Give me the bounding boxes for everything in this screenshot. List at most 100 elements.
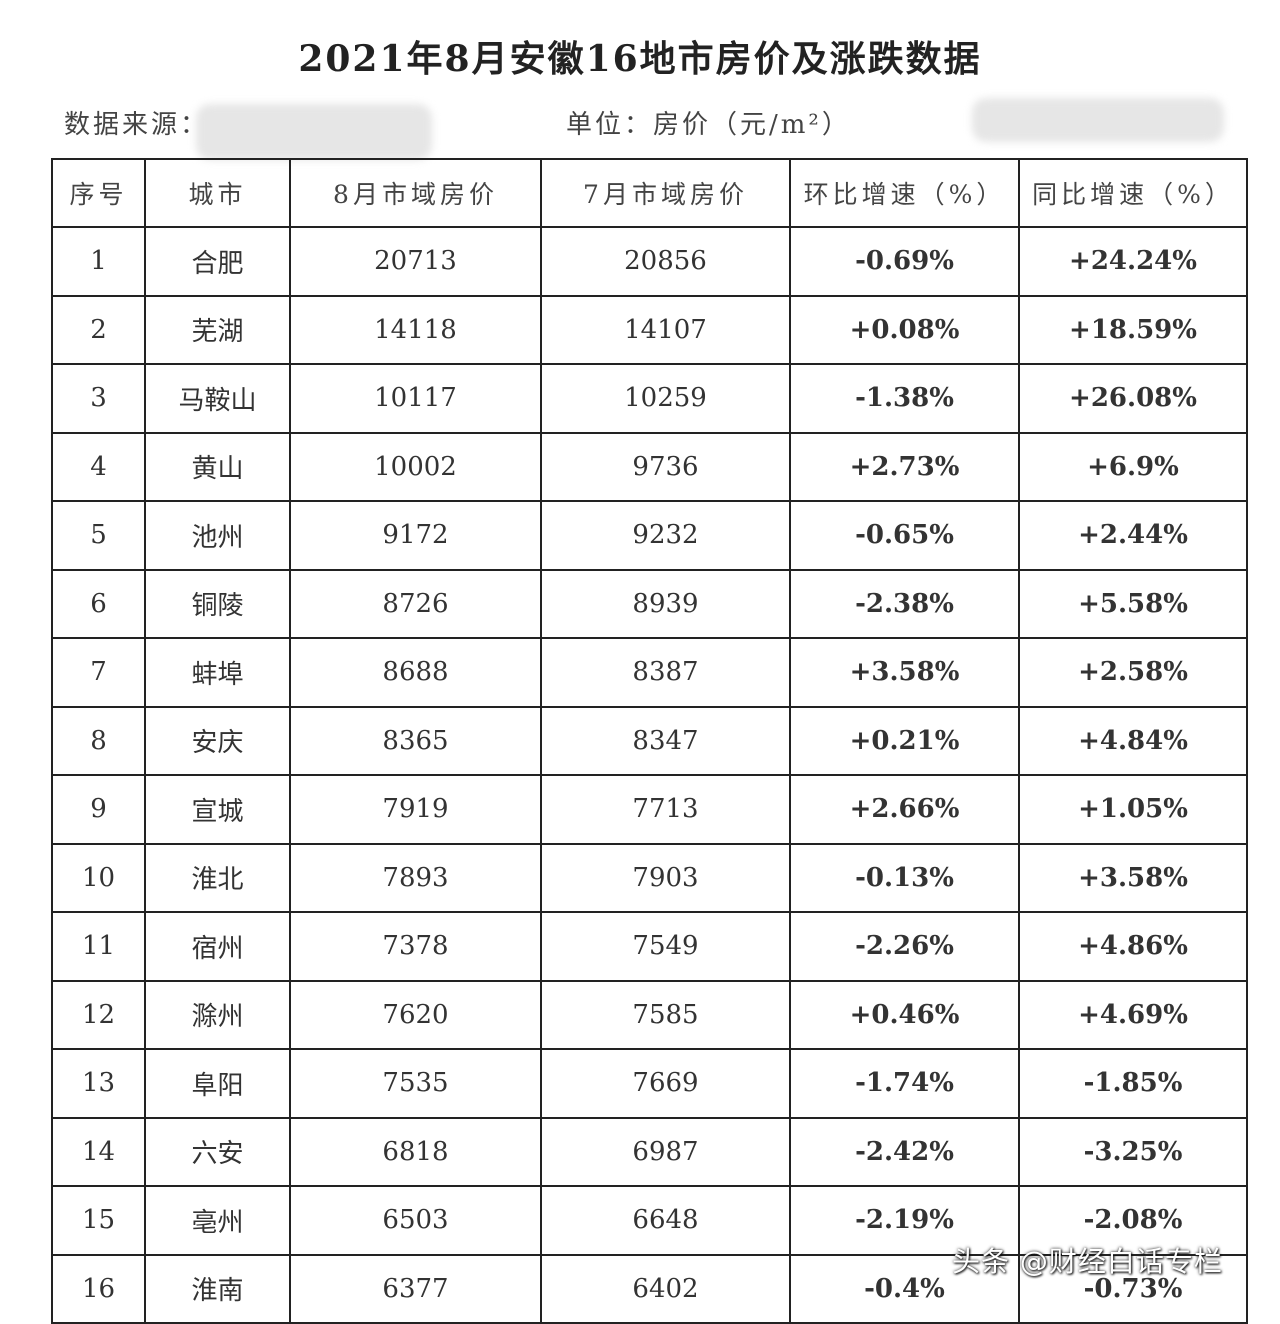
cell-yoy: -2.08% xyxy=(1018,1185,1248,1256)
cell-jul-price: 6648 xyxy=(540,1185,791,1256)
cell-mom: -2.19% xyxy=(789,1185,1020,1256)
cell-no: 8 xyxy=(51,705,146,776)
cell-jul-price: 8347 xyxy=(540,705,791,776)
cell-jul-price: 7903 xyxy=(540,842,791,913)
price-table: 序号 城市 8月市域房价 7月市域房价 环比增速（%） 同比增速（%） 1 合肥 2… xyxy=(51,158,1248,1324)
cell-aug-price: 6818 xyxy=(289,1116,542,1187)
header-no: 序号 xyxy=(51,158,146,228)
cell-city: 宣城 xyxy=(144,774,291,845)
cell-city: 亳州 xyxy=(144,1185,291,1256)
table-row: 8 安庆 8365 8347 +0.21% +4.84% xyxy=(51,705,1248,776)
cell-yoy: +2.44% xyxy=(1018,500,1248,571)
cell-aug-price: 10117 xyxy=(289,363,542,434)
table-row: 6 铜陵 8726 8939 -2.38% +5.58% xyxy=(51,568,1248,639)
table-row: 9 宣城 7919 7713 +2.66% +1.05% xyxy=(51,774,1248,845)
table-row: 15 亳州 6503 6648 -2.19% -2.08% xyxy=(51,1185,1248,1256)
cell-no: 13 xyxy=(51,1048,146,1119)
cell-yoy: +2.58% xyxy=(1018,637,1248,708)
header-city: 城市 xyxy=(144,158,291,228)
cell-yoy: +18.59% xyxy=(1018,294,1248,365)
cell-yoy: -1.85% xyxy=(1018,1048,1248,1119)
redacted-source xyxy=(196,104,432,160)
cell-city: 安庆 xyxy=(144,705,291,776)
cell-yoy: +4.69% xyxy=(1018,979,1248,1050)
cell-mom: +0.21% xyxy=(789,705,1020,776)
cell-aug-price: 8688 xyxy=(289,637,542,708)
cell-city: 宿州 xyxy=(144,911,291,982)
table-row: 10 淮北 7893 7903 -0.13% +3.58% xyxy=(51,842,1248,913)
cell-jul-price: 8387 xyxy=(540,637,791,708)
cell-mom: +0.08% xyxy=(789,294,1020,365)
table-row: 5 池州 9172 9232 -0.65% +2.44% xyxy=(51,500,1248,571)
cell-aug-price: 7620 xyxy=(289,979,542,1050)
cell-jul-price: 10259 xyxy=(540,363,791,434)
header-jul-price: 7月市域房价 xyxy=(540,158,791,228)
cell-yoy: +4.86% xyxy=(1018,911,1248,982)
cell-no: 15 xyxy=(51,1185,146,1256)
cell-city: 合肥 xyxy=(144,226,291,297)
cell-mom: +2.66% xyxy=(789,774,1020,845)
table-row: 1 合肥 20713 20856 -0.69% +24.24% xyxy=(51,226,1248,297)
redacted-info xyxy=(972,98,1224,142)
cell-no: 3 xyxy=(51,363,146,434)
cell-jul-price: 7585 xyxy=(540,979,791,1050)
cell-aug-price: 20713 xyxy=(289,226,542,297)
table-row: 3 马鞍山 10117 10259 -1.38% +26.08% xyxy=(51,363,1248,434)
cell-mom: -2.26% xyxy=(789,911,1020,982)
table-row: 2 芜湖 14118 14107 +0.08% +18.59% xyxy=(51,294,1248,365)
cell-city: 蚌埠 xyxy=(144,637,291,708)
cell-jul-price: 7713 xyxy=(540,774,791,845)
cell-jul-price: 6402 xyxy=(540,1253,791,1324)
cell-city: 池州 xyxy=(144,500,291,571)
cell-aug-price: 8365 xyxy=(289,705,542,776)
table-row: 12 滁州 7620 7585 +0.46% +4.69% xyxy=(51,979,1248,1050)
cell-no: 16 xyxy=(51,1253,146,1324)
cell-no: 4 xyxy=(51,431,146,502)
cell-city: 淮南 xyxy=(144,1253,291,1324)
cell-city: 阜阳 xyxy=(144,1048,291,1119)
cell-city: 淮北 xyxy=(144,842,291,913)
cell-no: 14 xyxy=(51,1116,146,1187)
cell-aug-price: 8726 xyxy=(289,568,542,639)
cell-city: 黄山 xyxy=(144,431,291,502)
cell-yoy: +6.9% xyxy=(1018,431,1248,502)
cell-jul-price: 7549 xyxy=(540,911,791,982)
header-mom: 环比增速（%） xyxy=(789,158,1020,228)
cell-jul-price: 8939 xyxy=(540,568,791,639)
table-row: 11 宿州 7378 7549 -2.26% +4.86% xyxy=(51,911,1248,982)
cell-city: 六安 xyxy=(144,1116,291,1187)
cell-yoy: +1.05% xyxy=(1018,774,1248,845)
table-header-row: 序号 城市 8月市域房价 7月市域房价 环比增速（%） 同比增速（%） xyxy=(51,158,1248,228)
cell-aug-price: 7919 xyxy=(289,774,542,845)
cell-aug-price: 10002 xyxy=(289,431,542,502)
cell-mom: -0.69% xyxy=(789,226,1020,297)
cell-yoy: +4.84% xyxy=(1018,705,1248,776)
table-row: 7 蚌埠 8688 8387 +3.58% +2.58% xyxy=(51,637,1248,708)
cell-aug-price: 9172 xyxy=(289,500,542,571)
cell-yoy: +24.24% xyxy=(1018,226,1248,297)
cell-no: 9 xyxy=(51,774,146,845)
header-yoy: 同比增速（%） xyxy=(1018,158,1248,228)
cell-jul-price: 6987 xyxy=(540,1116,791,1187)
cell-no: 11 xyxy=(51,911,146,982)
unit-label: 单位：房价（元/m²） xyxy=(566,110,851,140)
cell-aug-price: 7378 xyxy=(289,911,542,982)
cell-city: 芜湖 xyxy=(144,294,291,365)
cell-aug-price: 14118 xyxy=(289,294,542,365)
cell-no: 12 xyxy=(51,979,146,1050)
cell-mom: -1.38% xyxy=(789,363,1020,434)
cell-aug-price: 7893 xyxy=(289,842,542,913)
cell-city: 马鞍山 xyxy=(144,363,291,434)
cell-aug-price: 7535 xyxy=(289,1048,542,1119)
cell-city: 铜陵 xyxy=(144,568,291,639)
cell-no: 7 xyxy=(51,637,146,708)
cell-mom: +3.58% xyxy=(789,637,1020,708)
page-title: 2021年8月安徽16地市房价及涨跌数据 xyxy=(298,38,982,80)
cell-no: 10 xyxy=(51,842,146,913)
cell-aug-price: 6377 xyxy=(289,1253,542,1324)
table-row: 14 六安 6818 6987 -2.42% -3.25% xyxy=(51,1116,1248,1187)
table-row: 13 阜阳 7535 7669 -1.74% -1.85% xyxy=(51,1048,1248,1119)
data-source-label: 数据来源： xyxy=(64,110,210,140)
cell-no: 6 xyxy=(51,568,146,639)
cell-mom: +0.46% xyxy=(789,979,1020,1050)
